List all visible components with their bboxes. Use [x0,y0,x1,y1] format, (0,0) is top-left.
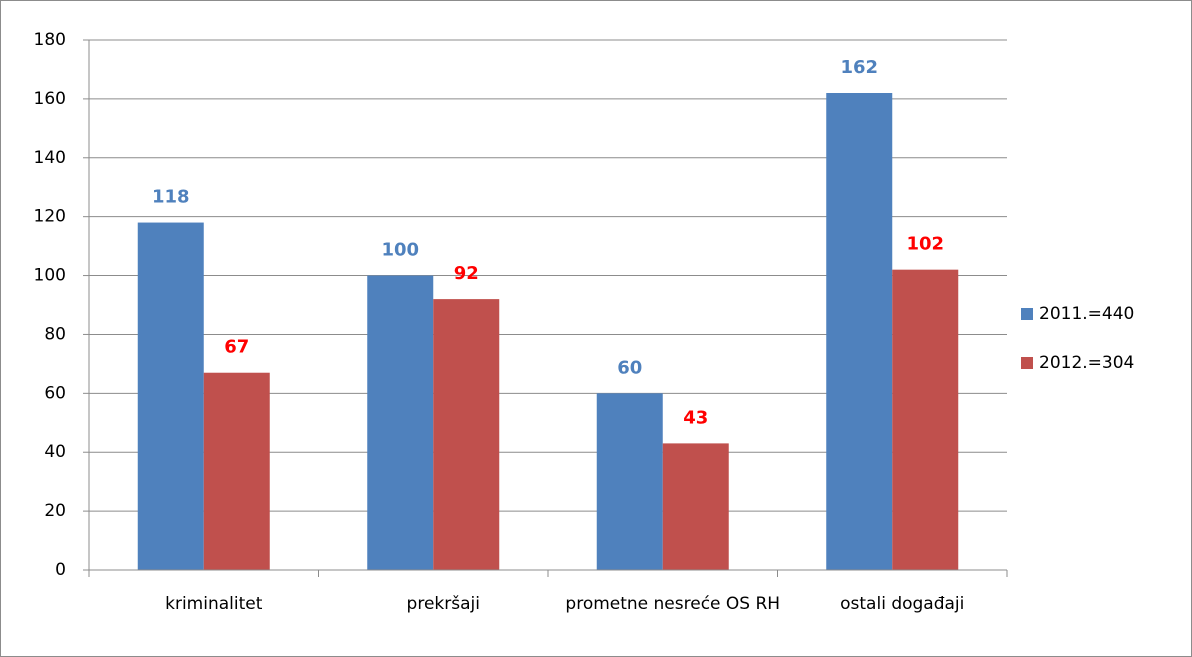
bar [826,93,893,570]
x-tick-label: ostali događaji [840,594,965,614]
legend-label: 2011.=440 [1039,304,1134,324]
data-label: 162 [840,57,878,78]
data-label: 67 [224,337,249,358]
data-label: 100 [381,240,419,261]
y-tick-label: 100 [34,266,66,286]
legend-swatch [1021,308,1033,320]
y-tick-label: 60 [44,383,66,403]
bar [662,443,729,570]
legend-swatch [1021,357,1033,369]
y-tick-label: 80 [44,324,66,344]
bar [433,299,500,570]
y-tick-label: 120 [34,207,66,227]
y-tick-label: 40 [44,442,66,462]
y-tick-label: 0 [55,560,66,580]
y-tick-label: 180 [34,30,66,50]
bar [367,275,434,570]
data-label: 43 [683,407,708,428]
bar [137,222,204,571]
y-tick-label: 20 [44,501,66,521]
x-tick-label: prekršaji [406,594,480,614]
bar [892,269,959,570]
data-label: 92 [454,263,479,284]
legend-label: 2012.=304 [1039,353,1134,373]
x-tick-label: prometne nesreće OS RH [565,594,781,614]
data-label: 102 [906,234,944,255]
data-label: 118 [152,187,190,208]
x-tick-label: kriminalitet [165,594,263,614]
y-tick-label: 140 [34,148,66,168]
data-label: 60 [617,357,642,378]
bar [596,393,663,570]
y-tick-label: 160 [34,89,66,109]
bar [203,372,270,570]
